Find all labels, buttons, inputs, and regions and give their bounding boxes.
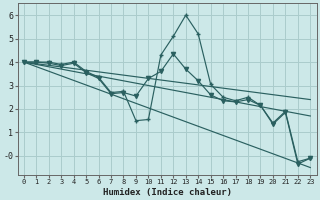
X-axis label: Humidex (Indice chaleur): Humidex (Indice chaleur) [103, 188, 232, 197]
